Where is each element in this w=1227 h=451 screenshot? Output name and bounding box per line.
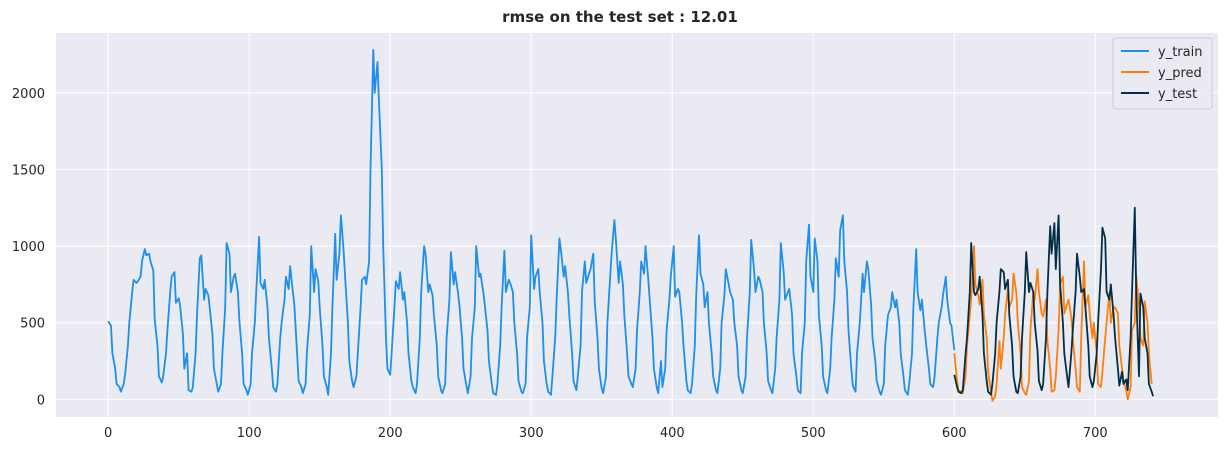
y-tick-label: 0 (37, 393, 45, 408)
x-axis: 0 100 200 300 400 500 600 700 (104, 426, 1108, 441)
y-tick-label: 2000 (12, 87, 45, 102)
y-tick-label: 1000 (12, 240, 45, 255)
legend-label-y-test: y_test (1158, 87, 1197, 102)
plot-area (56, 33, 1218, 417)
y-tick-label: 1500 (12, 163, 45, 178)
y-tick-label: 500 (20, 317, 45, 332)
legend-label-y-train: y_train (1158, 45, 1202, 60)
x-tick-label: 700 (1083, 426, 1108, 441)
chart-title: rmse on the test set : 12.01 (502, 8, 738, 26)
x-tick-label: 100 (237, 426, 262, 441)
x-tick-label: 400 (660, 426, 685, 441)
legend: y_train y_pred y_test (1113, 38, 1212, 109)
x-tick-label: 600 (942, 426, 967, 441)
x-tick-label: 0 (104, 426, 112, 441)
legend-label-y-pred: y_pred (1158, 66, 1202, 81)
x-tick-label: 500 (801, 426, 826, 441)
x-tick-label: 300 (519, 426, 544, 441)
x-tick-label: 200 (378, 426, 403, 441)
y-axis: 0 500 1000 1500 2000 (12, 87, 45, 409)
